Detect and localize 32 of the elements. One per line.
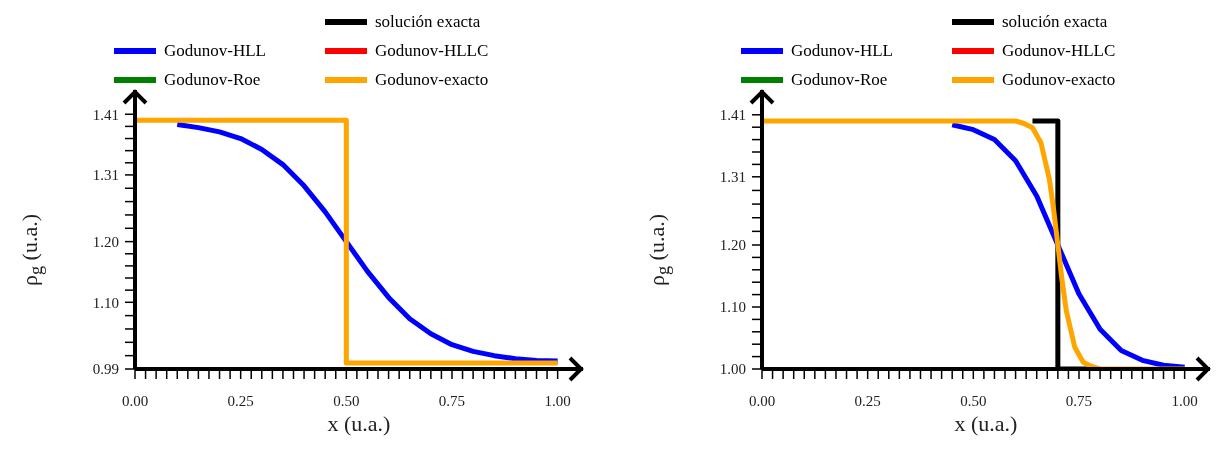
y-tick-label: 1.31 (719, 169, 746, 186)
y-tick-label: 1.31 (92, 167, 119, 184)
x-tick-label: 0.00 (121, 392, 149, 409)
legend-label: Godunov-HLL (791, 40, 893, 61)
x-tick-label: 1.00 (544, 392, 571, 409)
x-tick-label: 0.75 (438, 392, 466, 409)
x-axis-title: x (u.a.) (954, 411, 1018, 436)
legend-label: Godunov-Roe (791, 69, 888, 90)
x-tick-label: 0.50 (960, 392, 987, 409)
y-tick-label: 1.00 (719, 361, 746, 378)
y-tick-label: 1.10 (719, 299, 746, 316)
legend-label: Godunov-Roe (164, 69, 261, 90)
y-tick-label: 0.99 (92, 361, 119, 378)
legend-label: solución exacta (375, 11, 481, 32)
y-tick-label: 1.41 (92, 106, 119, 123)
legend-label: Godunov-exacto (1002, 69, 1116, 90)
x-tick-label: 0.50 (333, 392, 360, 409)
y-tick-label: 1.20 (719, 237, 746, 254)
legend-label: Godunov-HLLC (1002, 40, 1116, 61)
x-tick-label: 0.25 (854, 392, 881, 409)
x-tick-label: 0.75 (1065, 392, 1093, 409)
x-axis-title: x (u.a.) (327, 411, 391, 436)
legend-label: solución exacta (1002, 11, 1108, 32)
x-tick-label: 0.00 (748, 392, 776, 409)
y-tick-label: 1.10 (92, 294, 119, 311)
y-tick-label: 1.20 (92, 233, 119, 250)
x-tick-label: 1.00 (1171, 392, 1198, 409)
x-tick-label: 0.25 (227, 392, 254, 409)
y-tick-label: 1.41 (719, 107, 746, 124)
legend-label: Godunov-HLLC (375, 40, 489, 61)
legend-label: Godunov-exacto (375, 69, 489, 90)
legend-label: Godunov-HLL (164, 40, 266, 61)
